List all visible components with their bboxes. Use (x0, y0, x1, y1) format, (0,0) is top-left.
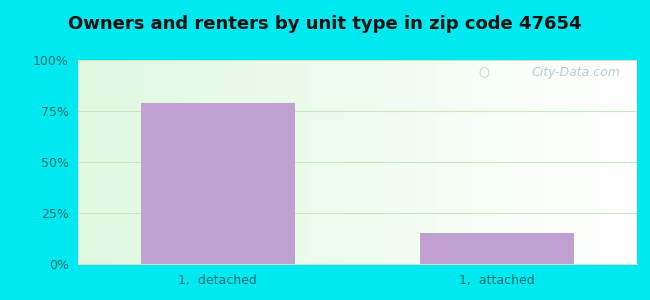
Bar (141, 103, 294, 264)
Text: Owners and renters by unit type in zip code 47654: Owners and renters by unit type in zip c… (68, 15, 582, 33)
Bar (421, 233, 574, 264)
Text: City-Data.com: City-Data.com (531, 66, 620, 79)
Text: ○: ○ (478, 66, 489, 79)
